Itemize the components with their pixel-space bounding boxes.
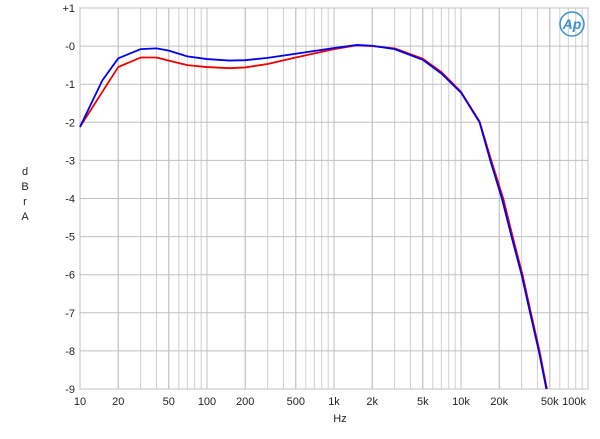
logo: Ap	[562, 16, 582, 32]
y-tick-label: -7	[65, 308, 75, 320]
y-tick-label: -9	[65, 384, 75, 396]
x-tick-label: 1k	[328, 396, 340, 408]
x-tick-label: 100	[198, 396, 216, 408]
x-tick-label: 50k	[541, 396, 559, 408]
y-tick-label: -3	[65, 155, 75, 167]
y-tick-label: -4	[65, 194, 75, 206]
y-tick-label: +1	[62, 3, 75, 15]
series-line	[79, 44, 548, 390]
y-tick-label: -2	[65, 117, 75, 129]
x-tick-label: 2k	[366, 396, 378, 408]
y-tick-label: -6	[65, 270, 75, 282]
logo-ring	[559, 11, 585, 37]
y-tick-label: -0	[65, 41, 75, 53]
y-tick-label: -5	[65, 232, 75, 244]
x-tick-label: 20k	[490, 396, 508, 408]
x-tick-label: 20	[112, 396, 124, 408]
x-tick-label: 500	[287, 396, 305, 408]
y-axis-label: dBr A	[21, 166, 30, 223]
x-tick-label: 100k	[562, 396, 586, 408]
x-tick-label: 5k	[417, 396, 429, 408]
x-tick-label: 200	[236, 396, 254, 408]
x-tick-label: 50	[163, 396, 175, 408]
y-tick-label: -1	[65, 79, 75, 91]
y-tick-label: -8	[65, 346, 75, 358]
x-tick-label: 10k	[452, 396, 470, 408]
x-axis-label: Hz	[333, 413, 346, 425]
x-tick-label: 10	[74, 396, 86, 408]
